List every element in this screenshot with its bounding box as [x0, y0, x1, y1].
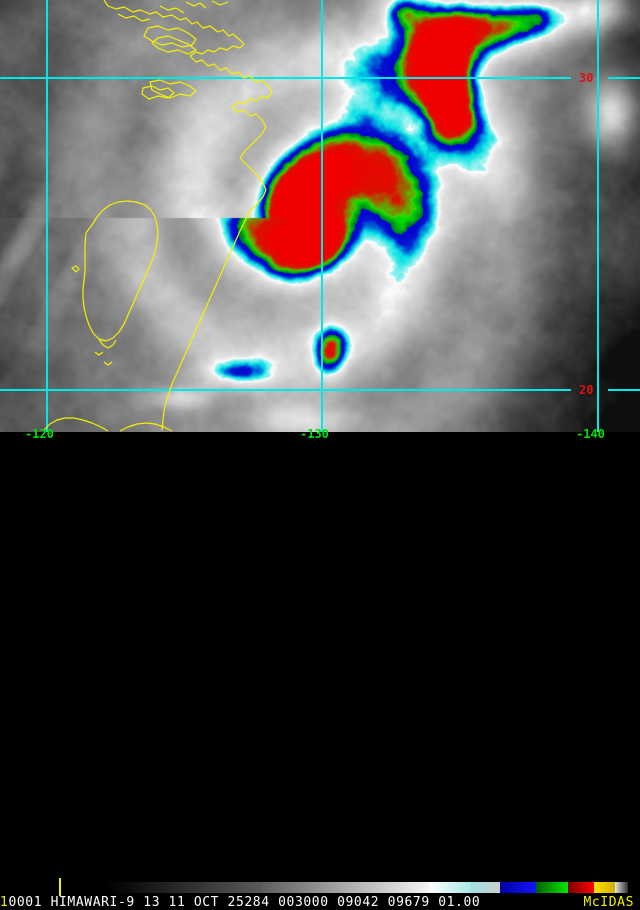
colorbar-segment [499, 882, 537, 893]
colorbar-segment [567, 882, 594, 893]
image-info-line: 10001 HIMAWARI-9 13 11 OCT 25284 003000 … [0, 895, 640, 910]
enhancement-colorbar [105, 882, 628, 893]
colorbar-segment [105, 882, 134, 893]
lon-label-120: -120 [25, 427, 54, 441]
annotation-strip: -120 -130 -140 10001 HIMAWARI-9 13 11 OC… [0, 428, 640, 910]
frame-number-label: 1 [0, 895, 9, 910]
colorbar-segment [594, 882, 615, 893]
colorbar-segment [261, 882, 430, 893]
colorbar-segment [614, 882, 628, 893]
image-metadata-text: 0001 HIMAWARI-9 13 11 OCT 25284 003000 0… [8, 895, 481, 910]
colorbar-segment [429, 882, 472, 893]
satellite-image-panel [0, 0, 640, 432]
lon-label-140: -140 [576, 427, 605, 441]
mcidas-software-label: McIDAS [583, 895, 634, 910]
lon-label-130: -130 [300, 427, 329, 441]
satellite-infrared-image [0, 0, 640, 432]
enhancement-tick-marker [59, 878, 61, 896]
colorbar-segment [471, 882, 500, 893]
colorbar-segment [536, 882, 568, 893]
colorbar-segment [133, 882, 262, 893]
